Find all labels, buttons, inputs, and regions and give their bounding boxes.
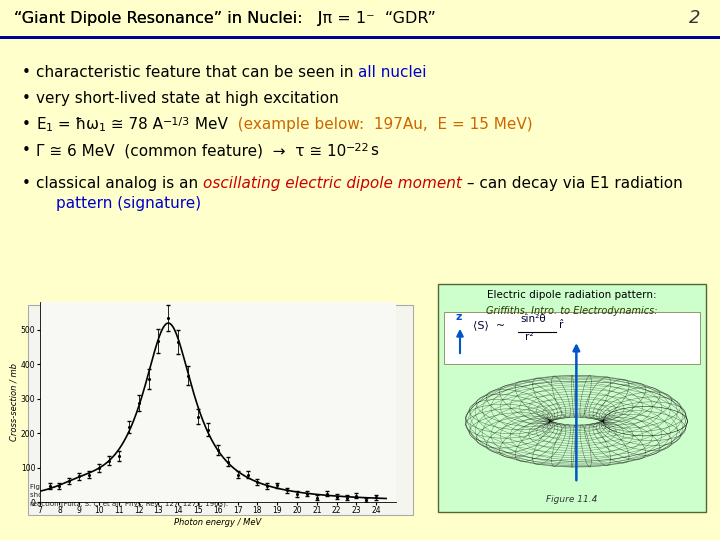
Text: sin²θ: sin²θ: [520, 314, 546, 324]
Text: Figure 11.4: Figure 11.4: [546, 495, 598, 504]
Text: “Giant Dipole Resonance” in Nuclei:   Jπ = 1⁻  “GDR”: “Giant Dipole Resonance” in Nuclei: Jπ =…: [14, 10, 436, 25]
Text: •: •: [22, 117, 31, 132]
Text: 2: 2: [688, 9, 700, 27]
Text: very short-lived state at high excitation: very short-lived state at high excitatio…: [36, 91, 338, 106]
Bar: [444, 312, 700, 364]
Text: •: •: [22, 65, 31, 80]
Text: “Giant Dipole Resonance” in Nuclei:   J: “Giant Dipole Resonance” in Nuclei: J: [14, 10, 323, 25]
Text: all nuclei: all nuclei: [359, 65, 427, 80]
Text: γ + ¹⁹⁷Au → ¹⁹⁷Au* → ¹⁹⁶Au + n: γ + ¹⁹⁷Au → ¹⁹⁷Au* → ¹⁹⁶Au + n: [147, 313, 294, 323]
X-axis label: Photon energy / MeV: Photon energy / MeV: [174, 518, 261, 527]
Text: r²: r²: [525, 332, 534, 342]
Text: = ħω: = ħω: [53, 117, 99, 132]
Bar: [28, 305, 413, 515]
Text: z: z: [456, 312, 462, 322]
Text: Electric dipole radiation pattern:: Electric dipole radiation pattern:: [487, 290, 657, 300]
Text: −22: −22: [346, 143, 370, 153]
Text: Griffiths, Intro. to Electrodynamics:: Griffiths, Intro. to Electrodynamics:: [486, 306, 658, 316]
Text: characteristic feature that can be seen in: characteristic feature that can be seen …: [36, 65, 359, 80]
Text: (example below:  197Au,  E = 15 MeV): (example below: 197Au, E = 15 MeV): [228, 117, 532, 132]
Text: •: •: [22, 176, 31, 191]
Text: ≅ 78 A: ≅ 78 A: [106, 117, 163, 132]
Text: Fig. 8.10  Giant resonance of photodisintegration in ¹⁹⁷Au. The yield of neutron: Fig. 8.10 Giant resonance of photodisint…: [30, 483, 333, 507]
Text: Γ ≅ 6 MeV  (common feature)  →  τ ≅ 10: Γ ≅ 6 MeV (common feature) → τ ≅ 10: [36, 143, 346, 158]
Text: r̂: r̂: [560, 320, 564, 330]
Text: −1/3: −1/3: [163, 117, 189, 127]
Text: oscillating electric dipole moment: oscillating electric dipole moment: [203, 176, 462, 191]
Text: •: •: [22, 91, 31, 106]
Text: 1: 1: [99, 123, 106, 133]
Bar: [0, 36, 720, 39]
Bar: [438, 284, 706, 512]
Bar: [0, 0, 720, 36]
Text: classical analog is an: classical analog is an: [36, 176, 203, 191]
Text: ⟨S⟩  ~: ⟨S⟩ ~: [473, 320, 512, 330]
Y-axis label: Cross-section / mb: Cross-section / mb: [9, 363, 18, 441]
Text: – can decay via E1 radiation: – can decay via E1 radiation: [462, 176, 683, 191]
Text: E: E: [36, 117, 45, 132]
Text: •: •: [22, 143, 31, 158]
Text: pattern (signature): pattern (signature): [56, 196, 201, 211]
Text: MeV: MeV: [189, 117, 228, 132]
Text: 1: 1: [45, 123, 53, 133]
Text: s: s: [370, 143, 378, 158]
